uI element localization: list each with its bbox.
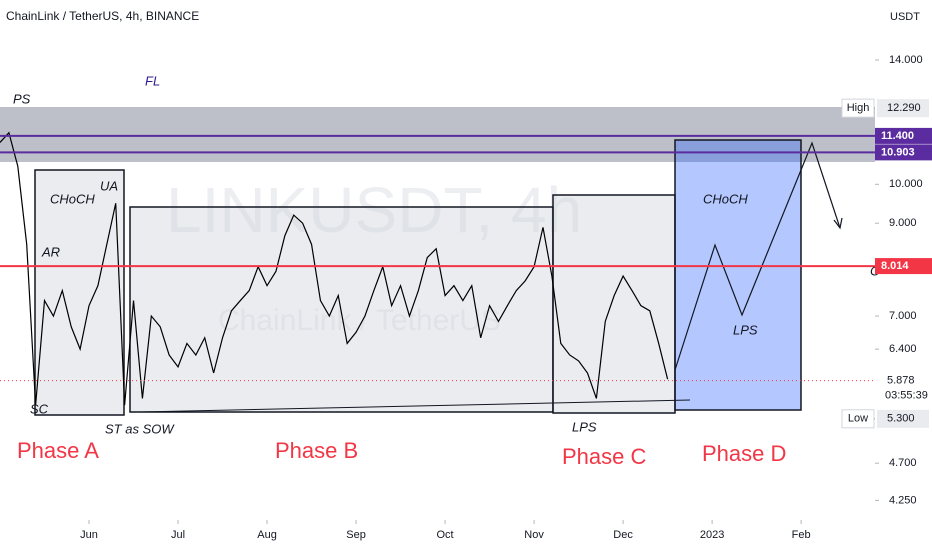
annotation: CHoCH	[50, 191, 95, 206]
phase-a-box	[34, 169, 125, 416]
x-tick-label: Dec	[613, 529, 633, 541]
high-name: High	[847, 102, 870, 114]
annotation: AR	[41, 244, 60, 259]
x-tick-label: Sep	[346, 529, 366, 541]
low-value: 5.300	[887, 413, 915, 425]
watermark: LINKUSDT, 4h	[166, 174, 582, 246]
watermark-sub: ChainLink / TetherUS	[218, 304, 501, 337]
y-tick-label: 4.700	[889, 457, 917, 469]
phase-label: Phase D	[702, 441, 786, 466]
phase-label: Phase A	[17, 438, 99, 463]
low-value-tag	[877, 409, 929, 428]
low-name-tag	[841, 409, 875, 429]
plot	[0, 131, 875, 406]
trend-line	[139, 399, 691, 413]
phase-label: Phase C	[562, 444, 646, 469]
low-name: Low	[848, 413, 868, 425]
price-line	[0, 131, 669, 406]
price-axis	[875, 0, 932, 550]
annotation: PS	[13, 91, 31, 106]
annotation: SC	[30, 401, 49, 416]
annotation: ST as SOW	[105, 421, 175, 436]
x-tick-label: Jun	[80, 529, 98, 541]
x-tick-label: Oct	[437, 529, 454, 541]
y-tick-label: 6.400	[889, 343, 917, 355]
high-name-tag	[841, 98, 875, 118]
countdown: 03:55:39	[885, 389, 928, 401]
y-tick-label: 14.000	[889, 54, 923, 66]
level-tag	[875, 127, 932, 144]
phase-d-box	[674, 139, 802, 411]
annotation: LPS	[733, 322, 758, 337]
phase-label: Phase B	[275, 438, 358, 463]
y-unit: USDT	[890, 11, 920, 23]
high-value: 12.290	[887, 102, 921, 114]
level-label: 8.014	[881, 260, 909, 272]
y-tick-label: 4.250	[889, 494, 917, 506]
annotation: CHoCH	[703, 191, 748, 206]
level-label: 11.400	[881, 130, 914, 142]
y-tick-label: 7.000	[889, 310, 917, 322]
annotation: FL	[145, 73, 160, 88]
level-tag	[875, 144, 932, 161]
x-tick-label: Feb	[792, 529, 811, 541]
annotation: LPS	[572, 419, 597, 434]
last-price-label: 5.878	[887, 374, 915, 386]
level-tag	[875, 258, 932, 275]
projection-path	[674, 141, 841, 371]
x-tick-label: Nov	[524, 529, 544, 541]
y-tick-label: 9.000	[889, 217, 917, 229]
high-value-tag	[877, 99, 929, 118]
chart-title: ChainLink / TetherUS, 4h, BINANCE	[6, 9, 199, 23]
annotation: UA	[100, 178, 118, 193]
x-tick-label: 2023	[700, 529, 724, 541]
x-tick-label: Aug	[257, 529, 277, 541]
arrow-head	[833, 217, 843, 230]
level-label: 10.903	[881, 146, 915, 158]
phase-b-box	[129, 206, 554, 413]
x-tick-label: Jul	[171, 529, 185, 541]
y-tick-label: 10.000	[889, 178, 923, 190]
